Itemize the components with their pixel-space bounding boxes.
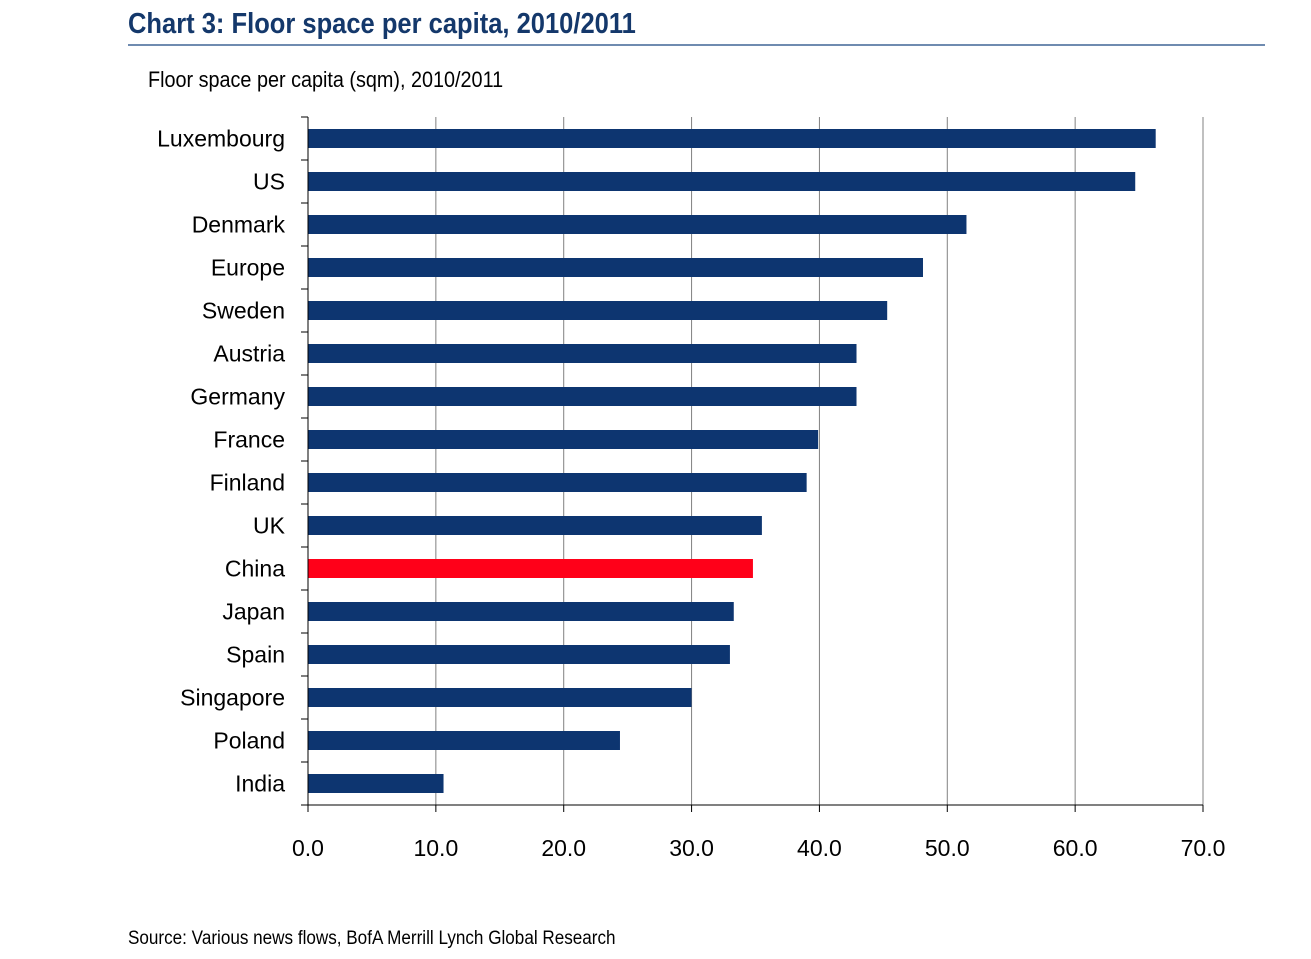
x-tick-label: 50.0 [925, 835, 970, 861]
bar-sweden [308, 301, 888, 320]
x-tick-label: 70.0 [1181, 835, 1226, 861]
axes [301, 116, 1204, 812]
category-label: Germany [190, 384, 285, 410]
bar-singapore [308, 688, 692, 707]
bar-us [308, 172, 1136, 191]
category-label: Sweden [202, 298, 285, 324]
x-tick-label: 30.0 [669, 835, 714, 861]
page-title: Chart 3: Floor space per capita, 2010/20… [128, 8, 636, 40]
category-label: Poland [213, 728, 285, 754]
bar-japan [308, 602, 734, 621]
x-tick-label: 10.0 [413, 835, 458, 861]
bar-spain [308, 645, 730, 664]
bar-denmark [308, 215, 967, 234]
category-label: Austria [213, 341, 285, 367]
bar-finland [308, 473, 807, 492]
category-label: UK [253, 513, 286, 539]
bar-luxembourg [308, 129, 1156, 148]
category-label: France [213, 427, 285, 453]
category-label: Finland [210, 470, 285, 496]
title-divider [128, 44, 1265, 46]
category-label: Singapore [180, 685, 285, 711]
bar-austria [308, 344, 857, 363]
tick-labels: 0.0 10.0 20.0 30.0 40.0 50.0 60.0 70.0 [292, 835, 1225, 861]
x-tick-label: 40.0 [797, 835, 842, 861]
category-label: India [235, 771, 285, 797]
chart-title: Floor space per capita (sqm), 2010/2011 [148, 67, 504, 92]
bar-europe [308, 258, 923, 277]
source-note: Source: Various news flows, BofA Merrill… [128, 928, 616, 949]
category-label: Europe [211, 255, 285, 281]
category-label: Denmark [192, 212, 286, 238]
x-tick-label: 60.0 [1053, 835, 1098, 861]
category-label: US [253, 169, 285, 195]
bars [308, 129, 1156, 793]
bar-china [308, 559, 753, 578]
x-tick-label: 20.0 [541, 835, 586, 861]
category-label: Spain [226, 642, 285, 668]
category-labels: Luxembourg US Denmark Europe Sweden Austria Ge… [157, 126, 286, 797]
bar-poland [308, 731, 620, 750]
category-label: China [225, 556, 285, 582]
x-tick-label: 0.0 [292, 835, 324, 861]
category-label: Luxembourg [157, 126, 285, 152]
category-label: Japan [222, 599, 285, 625]
bar-india [308, 774, 444, 793]
bar-germany [308, 387, 857, 406]
bar-uk [308, 516, 762, 535]
bar-france [308, 430, 819, 449]
